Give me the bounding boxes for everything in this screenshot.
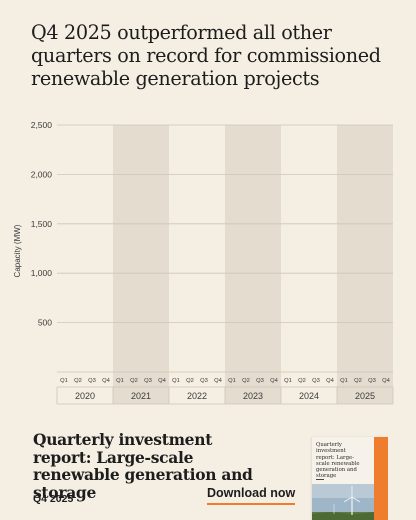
y-tick-label: 500 [38,318,52,328]
year-tick-label-2020: 2020 [75,391,95,401]
y-tick-label: 2,500 [31,120,53,130]
quarter-tick-label: Q1 [172,378,180,384]
year-bands [113,125,393,404]
quarter-tick-label: Q3 [88,378,96,384]
report-cover-thumbnail[interactable]: Quarterly investment report: Large-scale… [312,437,388,520]
gridlines [56,124,394,405]
quarter-tick-label: Q1 [60,378,68,384]
quarter-tick-label: Q3 [368,378,376,384]
x-tick-labels: Q1 Q2 Q3 Q4 2020 Q1 Q2 Q3 Q4 2021 Q1 Q2 Q3 Q4 2022 Q1 Q2… [60,378,391,401]
y-tick-label: 2,000 [31,169,53,179]
quarter-tick-label: Q4 [102,378,111,384]
quarter-tick-label: Q4 [326,378,335,384]
wind-turbine-photo [312,484,374,520]
quarter-tick-label: Q3 [312,378,320,384]
quarter-tick-label: Q2 [354,378,362,384]
chart-headline: Q4 2025 outperformed all other quarters … [31,21,381,90]
quarter-tick-label: Q4 [158,378,167,384]
y-tick-label: 1,000 [31,268,53,278]
quarter-tick-label: Q3 [144,378,152,384]
quarter-tick-label: Q1 [284,378,292,384]
quarter-tick-label: Q2 [130,378,138,384]
year-tick-label-2022: 2022 [187,391,207,401]
quarter-tick-label: Q4 [382,378,391,384]
capacity-chart: 500 1,000 1,500 2,000 2,500 Q1 Q2 Q3 Q4 2020 Q1 Q2… [13,120,394,405]
quarter-tick-label: Q4 [270,378,279,384]
y-tick-labels: 500 1,000 1,500 2,000 2,500 [31,120,53,328]
y-tick-label: 1,500 [31,219,53,229]
quarter-tick-label: Q3 [256,378,264,384]
year-band-2025 [337,125,393,404]
year-tick-label-2021: 2021 [131,391,151,401]
y-axis-label: Capacity (MW) [13,224,22,277]
quarter-tick-label: Q1 [116,378,124,384]
cover-accent-stripe [374,437,388,520]
quarter-tick-label: Q1 [228,378,236,384]
cover-divider [316,479,324,480]
report-period: Q4 2025 [33,493,74,505]
year-tick-label-2024: 2024 [299,391,319,401]
quarter-tick-label: Q2 [74,378,82,384]
year-band-2023 [225,125,281,404]
quarter-tick-label: Q4 [214,378,223,384]
download-button[interactable]: Download now [207,486,296,505]
quarter-tick-label: Q2 [298,378,306,384]
quarter-tick-label: Q1 [340,378,348,384]
quarter-tick-label: Q3 [200,378,208,384]
year-tick-label-2023: 2023 [243,391,263,401]
year-tick-label-2025: 2025 [355,391,375,401]
report-title: Quarterly investment report: Large-scale… [33,430,253,502]
quarter-tick-label: Q2 [242,378,250,384]
quarter-tick-label: Q2 [186,378,194,384]
year-band-2021 [113,125,169,404]
cover-title: Quarterly investment report: Large-scale… [316,442,360,480]
